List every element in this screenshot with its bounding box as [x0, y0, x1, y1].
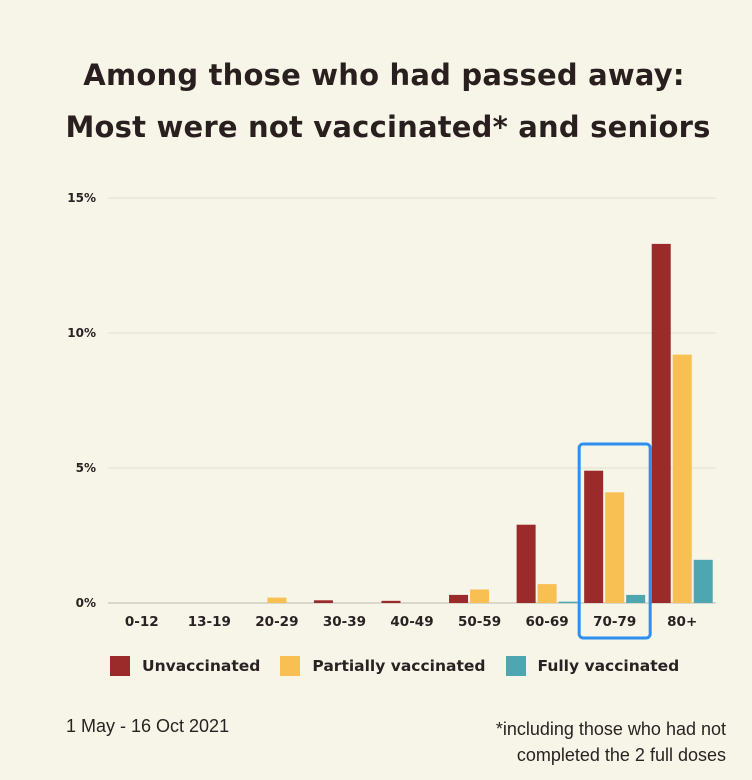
legend-label-partially-vaccinated: Partially vaccinated: [312, 657, 486, 675]
x-tick-label: 50-59: [458, 614, 501, 630]
x-tick-label: 30-39: [323, 614, 366, 630]
bar-60-69-fully-vaccinated: [558, 601, 578, 604]
bar-60-69-partially-vaccinated: [537, 584, 557, 603]
x-tick-label: 20-29: [255, 614, 298, 630]
legend-item-unvaccinated: Unvaccinated: [110, 656, 260, 676]
x-tick-label: 80+: [667, 614, 697, 630]
legend-label-unvaccinated: Unvaccinated: [142, 657, 261, 675]
footnote: *including those who had not completed t…: [496, 716, 726, 768]
footnote-line-1: *including those who had not: [495, 719, 726, 739]
bar-80+-unvaccinated: [651, 243, 671, 603]
bar-70-79-fully-vaccinated: [626, 594, 646, 603]
x-tick-label: 70-79: [593, 614, 636, 630]
legend-swatch-partially-vaccinated: [280, 656, 301, 676]
bar-50-59-partially-vaccinated: [470, 589, 490, 603]
legend-swatch-fully-vaccinated: [505, 656, 526, 676]
bar-30-39-unvaccinated: [313, 600, 333, 603]
x-tick-label: 40-49: [390, 614, 433, 630]
y-tick-label: 10%: [67, 326, 96, 340]
chart-title-line-1: Among those who had passed away:: [83, 58, 685, 92]
x-tick-label: 13-19: [188, 614, 231, 630]
bar-70-79-partially-vaccinated: [605, 492, 625, 603]
footnote-line-2: completed the 2 full doses: [516, 745, 726, 765]
bar-80+-partially-vaccinated: [672, 354, 692, 603]
bar-chart: 0% 5% 10% 15% 0-12 13-19 20-29 30-39 40-49 50-59 6…: [67, 191, 716, 640]
bar-20-29-partially-vaccinated: [267, 597, 287, 603]
bar-70-79-unvaccinated: [584, 470, 604, 603]
y-tick-label: 0%: [76, 596, 96, 610]
y-tick-label: 5%: [76, 461, 96, 475]
y-tick-label: 15%: [67, 191, 96, 205]
legend-label-fully-vaccinated: Fully vaccinated: [537, 657, 680, 675]
chart-legend: Unvaccinated Partially vaccinated Fully …: [110, 656, 699, 676]
x-tick-label: 0-12: [125, 614, 159, 630]
legend-swatch-unvaccinated: [110, 656, 130, 676]
bar-40-49-unvaccinated: [381, 600, 401, 603]
x-tick-label: 60-69: [526, 614, 569, 630]
bar-50-59-unvaccinated: [449, 594, 469, 603]
date-range: 1 May - 16 Oct 2021: [66, 716, 230, 736]
chart-title-line-2: Most were not vaccinated* and seniors: [65, 110, 711, 144]
legend-item-partially-vaccinated: Partially vaccinated: [280, 656, 486, 676]
bar-80+-fully-vaccinated: [693, 559, 713, 603]
legend-item-fully-vaccinated: Fully vaccinated: [505, 656, 680, 676]
bar-60-69-unvaccinated: [516, 524, 536, 603]
highlight-box-70-79: [577, 442, 652, 640]
